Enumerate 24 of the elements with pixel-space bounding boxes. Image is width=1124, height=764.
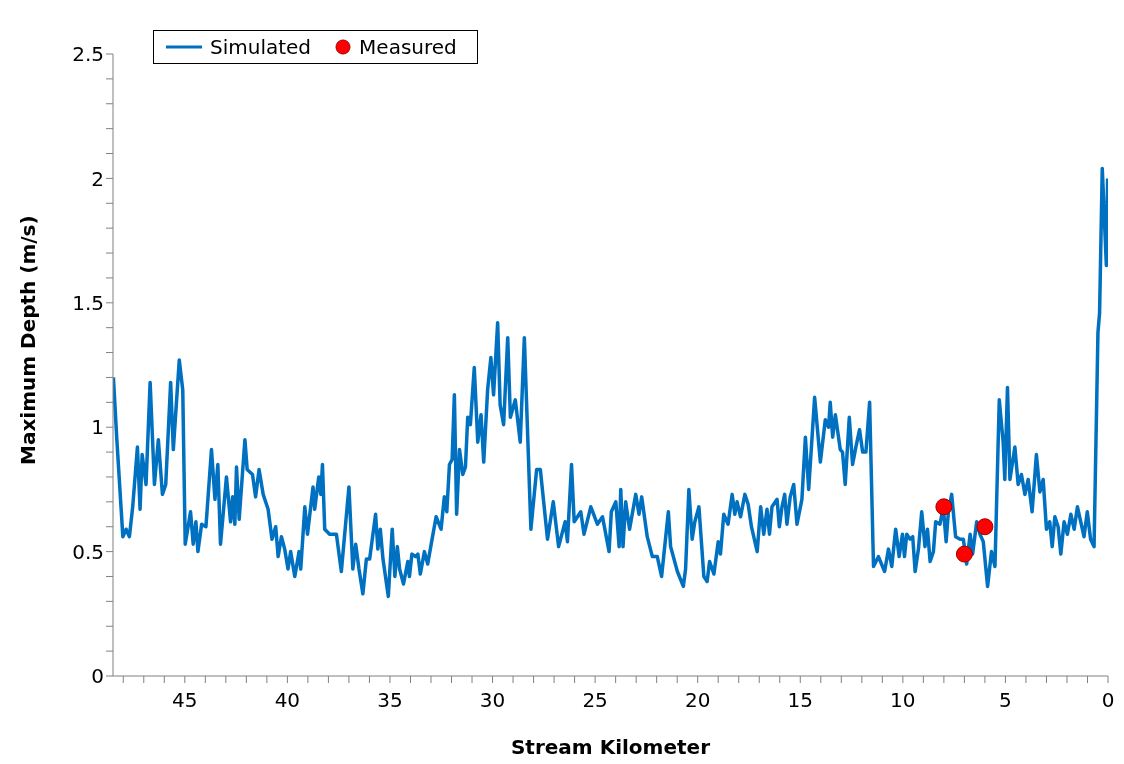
x-axis-title: Stream Kilometer xyxy=(510,735,711,759)
x-tick-label: 25 xyxy=(582,688,608,713)
legend-label: Measured xyxy=(358,35,457,59)
x-tick-label: 10 xyxy=(890,688,916,713)
y-tick-label: 1.5 xyxy=(72,290,104,315)
y-tick-label: 1 xyxy=(91,415,104,440)
point xyxy=(935,498,953,516)
legend-label: Simulated xyxy=(209,35,312,59)
point xyxy=(955,545,973,563)
y-tick-label: 0.5 xyxy=(72,539,104,564)
x-tick-label: 0 xyxy=(1101,688,1115,713)
y-tick-label: 2 xyxy=(91,166,104,191)
x-tick-label: 15 xyxy=(787,688,813,713)
x-tick-label: 40 xyxy=(274,688,301,713)
x-tick-label: 5 xyxy=(999,688,1012,713)
line-series xyxy=(113,166,1108,599)
x-tick-label: 20 xyxy=(684,688,711,713)
x-tick-label: 30 xyxy=(479,688,506,713)
point xyxy=(976,518,994,536)
x-tick-label: 45 xyxy=(172,688,198,713)
y-tick-label: 0 xyxy=(91,664,104,689)
x-tick-label: 35 xyxy=(377,688,403,713)
y-tick-label: 2.5 xyxy=(72,42,104,67)
y-axis-title: Maximum Depth (m/s) xyxy=(16,215,41,465)
